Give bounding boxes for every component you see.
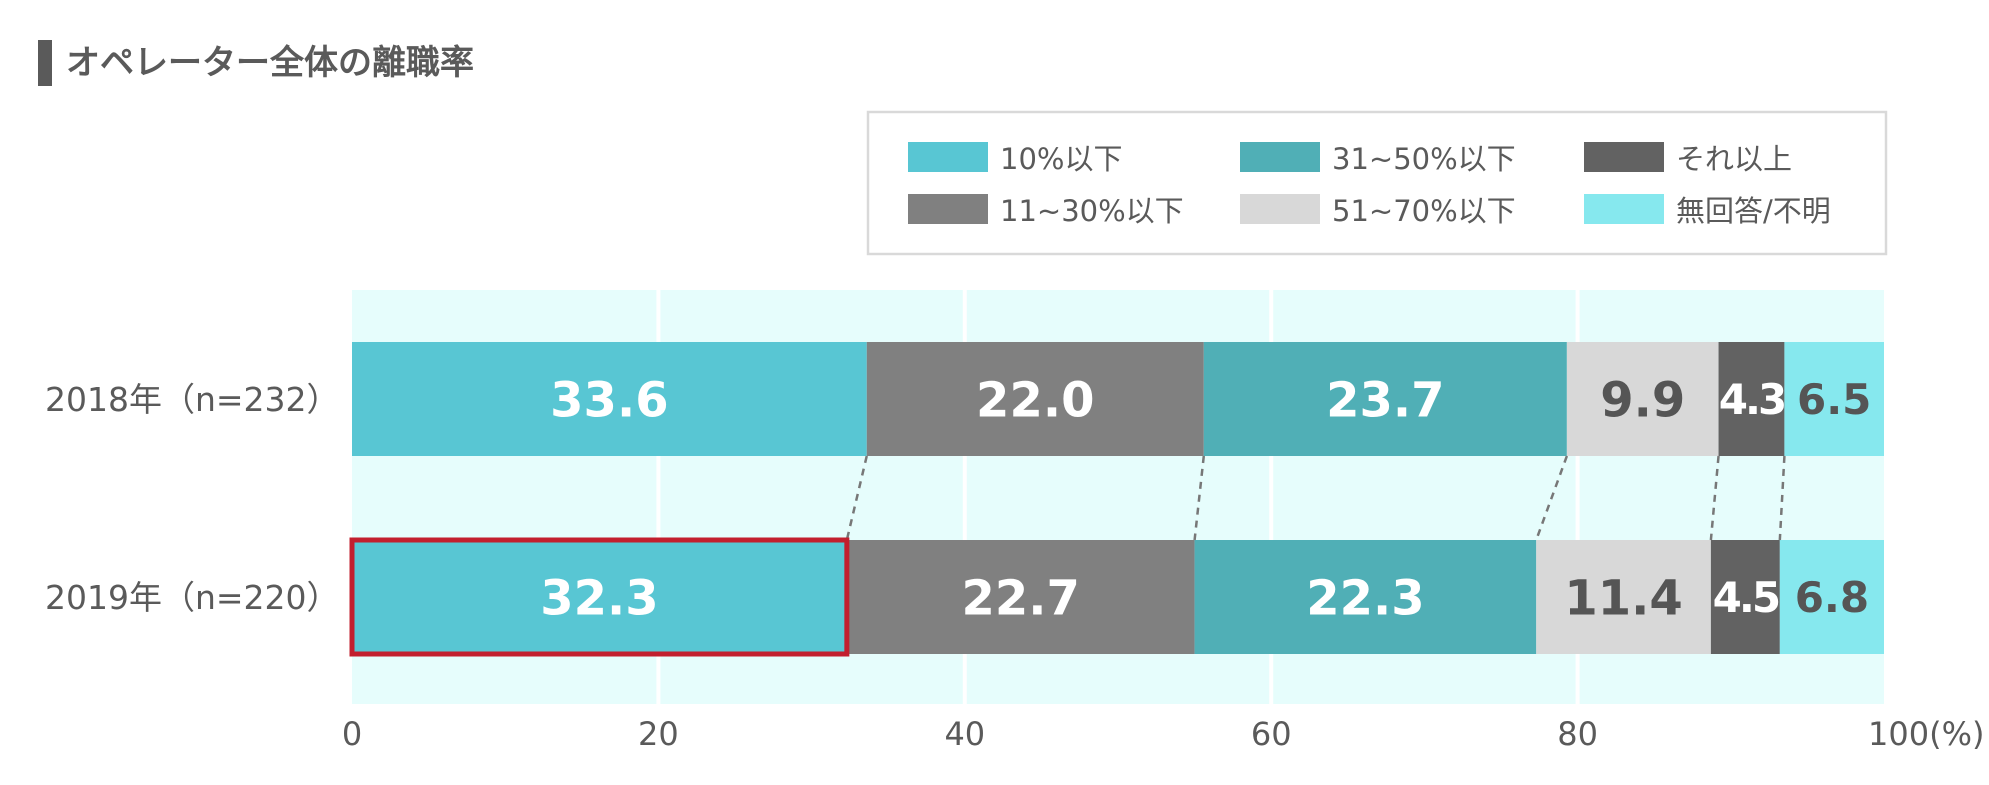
legend-swatch [908, 142, 988, 172]
data-label: 9.9 [1600, 372, 1685, 428]
data-label: 6.8 [1795, 573, 1869, 622]
bar-segment [352, 342, 867, 456]
x-tick-label: 80 [1557, 715, 1598, 753]
data-label: 22.0 [976, 372, 1094, 428]
data-label: 22.3 [1306, 570, 1424, 626]
data-label: 22.7 [961, 570, 1079, 626]
connector-line [845, 455, 868, 541]
data-label: 11.4 [1564, 570, 1682, 626]
highlight-box [349, 537, 850, 657]
x-tick-label: 0 [342, 715, 362, 753]
bar-segment [1194, 540, 1537, 654]
legend-swatch [1240, 142, 1320, 172]
bar-segment [1536, 540, 1711, 654]
legend-label: 無回答/不明 [1676, 194, 1831, 228]
bar-segment [1718, 342, 1785, 456]
legend-swatch [908, 194, 988, 224]
legend-label: それ以上 [1676, 142, 1792, 176]
bar-segment [352, 540, 847, 654]
bar-segment [1203, 342, 1567, 456]
connector-line [1709, 455, 1720, 541]
category-label: 2019年（n=220） [45, 578, 340, 617]
x-tick-label: 100(%) [1868, 715, 1984, 753]
bar-segment [846, 540, 1195, 654]
bar-segment [1779, 540, 1884, 654]
legend-swatch [1584, 194, 1664, 224]
bar-segment [866, 342, 1204, 456]
x-tick-label: 60 [1251, 715, 1292, 753]
legend-swatch [1240, 194, 1320, 224]
legend-label: 10%以下 [1000, 142, 1122, 176]
legend-label: 51~70%以下 [1332, 194, 1516, 228]
connector-line [1778, 455, 1786, 541]
connector-line [1193, 455, 1206, 541]
legend-swatch [1584, 142, 1664, 172]
bar-segment [1566, 342, 1719, 456]
data-label: 23.7 [1326, 372, 1444, 428]
legend-label: 31~50%以下 [1332, 142, 1516, 176]
bar-segment [1784, 342, 1884, 456]
connector-line [1535, 455, 1569, 541]
data-label: 4.3 [1719, 375, 1784, 424]
data-label: 4.5 [1713, 573, 1779, 622]
x-tick-label: 20 [638, 715, 679, 753]
data-label: 6.5 [1797, 375, 1871, 424]
category-label: 2018年（n=232） [45, 380, 340, 419]
chart-title: オペレーター全体の離職率 [66, 43, 474, 83]
legend-label: 11~30%以下 [1000, 194, 1184, 228]
data-label: 32.3 [540, 570, 658, 626]
x-tick-label: 40 [944, 715, 985, 753]
title-accent-bar [38, 40, 52, 86]
data-label: 33.6 [550, 372, 668, 428]
bar-segment [1710, 540, 1780, 654]
legend-box [866, 110, 1888, 256]
